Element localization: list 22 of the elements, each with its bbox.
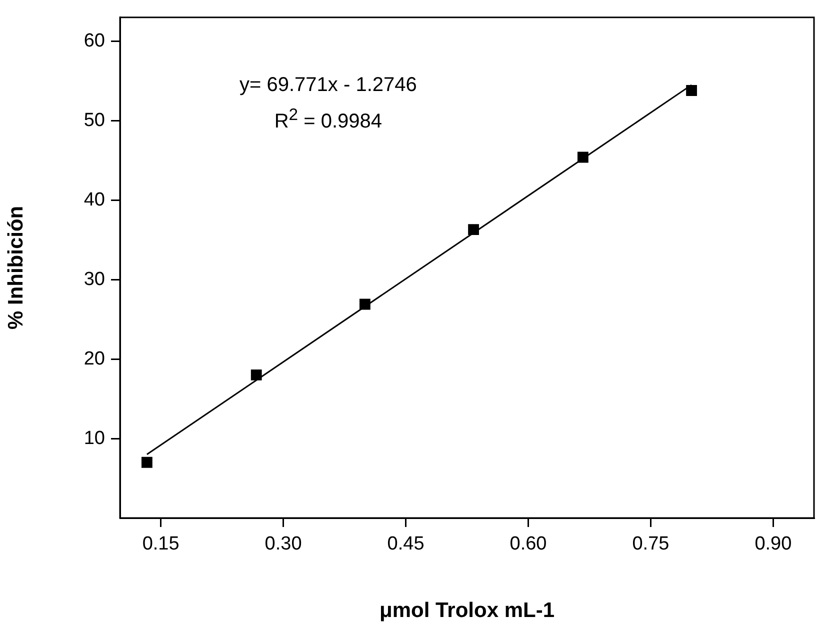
x-axis-title: μmol Trolox mL-1 [379, 599, 555, 622]
x-tick-label: 0.90 [754, 534, 792, 555]
y-tick-label: 10 [84, 428, 105, 449]
y-axis-title: % Inhibición [4, 206, 28, 330]
y-tick-label: 30 [84, 268, 105, 290]
point [577, 152, 588, 163]
x-tick-label: 0.75 [632, 534, 670, 555]
point [141, 456, 152, 468]
x-tick-label: 0.30 [264, 534, 302, 555]
annotation: y= 69.771x - 1.2746 [240, 73, 417, 98]
point [468, 224, 479, 236]
y-tick-label: 20 [84, 348, 105, 370]
point [686, 85, 697, 96]
point [250, 370, 262, 380]
x-tick-label: 0.45 [387, 534, 424, 555]
annotation: R$^{2}$ = 0.9984 [274, 104, 382, 134]
point [359, 298, 370, 310]
y-tick-label: 60 [84, 30, 105, 52]
y-tick-label: 50 [84, 110, 105, 131]
x-tick-label: 0.15 [142, 534, 180, 555]
y-tick-label: 40 [84, 189, 105, 210]
x-tick-label: 0.60 [510, 534, 547, 555]
